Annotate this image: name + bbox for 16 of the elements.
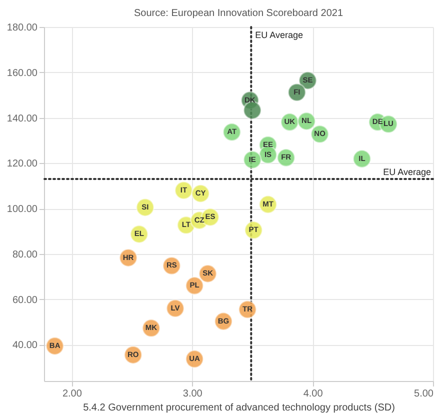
y-tick-label: 180.00 <box>6 22 38 34</box>
y-tick-label: 100.00 <box>6 204 38 216</box>
ref-line-label: EU Average <box>255 30 304 40</box>
y-tick-label: 140.00 <box>6 113 38 124</box>
y-tick-label: 40.00 <box>12 340 38 352</box>
y-tick-label: 160.00 <box>6 68 38 79</box>
x-tick-label: 5.00 <box>414 388 434 400</box>
x-tick-label: 3.00 <box>182 388 203 400</box>
x-tick-label: 4.00 <box>303 388 324 400</box>
y-tick-label: 80.00 <box>12 249 38 260</box>
y-tick-label: 60.00 <box>12 294 38 306</box>
x-tick-label: 2.00 <box>62 388 82 400</box>
chart-title: Source: European Innovation Scoreboard 2021 <box>134 8 344 19</box>
x-axis-title: 5.4.2 Government procurement of advanced technology products (SD) <box>83 402 395 414</box>
ref-line-label: EU Average <box>383 167 431 178</box>
y-tick-label: 120.00 <box>6 158 38 170</box>
